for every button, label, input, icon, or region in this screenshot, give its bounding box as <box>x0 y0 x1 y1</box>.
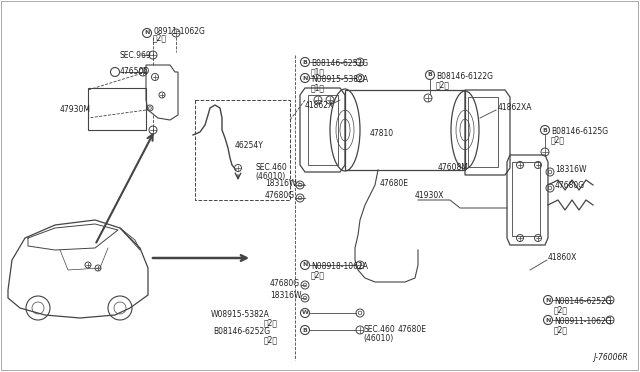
Text: （2）: （2） <box>551 135 565 144</box>
Text: 47650D: 47650D <box>120 67 150 77</box>
Text: 41860X: 41860X <box>548 253 577 263</box>
Text: N: N <box>545 298 550 302</box>
Text: （2）: （2） <box>264 318 278 327</box>
Text: B08146-6122G: B08146-6122G <box>436 72 493 81</box>
Text: N: N <box>545 317 550 323</box>
Text: 47680G: 47680G <box>270 279 300 288</box>
Text: 41862X: 41862X <box>305 100 334 109</box>
Text: N08915-5382A: N08915-5382A <box>311 75 368 84</box>
Text: 47608M: 47608M <box>438 164 469 173</box>
Text: B: B <box>543 128 547 132</box>
Text: N08911-1062G: N08911-1062G <box>554 317 612 326</box>
Text: （2）: （2） <box>264 335 278 344</box>
Text: N: N <box>144 31 150 35</box>
Text: B08146-6125G: B08146-6125G <box>551 127 608 136</box>
Text: 47930M: 47930M <box>60 105 91 113</box>
Text: 47680G: 47680G <box>555 182 585 190</box>
Text: （2）: （2） <box>554 325 568 334</box>
Text: W08915-5382A: W08915-5382A <box>211 310 270 319</box>
Text: N: N <box>302 76 308 80</box>
Text: （1）: （1） <box>311 83 325 92</box>
Text: W: W <box>301 311 308 315</box>
Text: 41862XA: 41862XA <box>498 103 532 112</box>
Text: (46010): (46010) <box>363 334 393 343</box>
Text: （1）: （1） <box>311 67 325 76</box>
Text: B: B <box>303 327 307 333</box>
Text: B08146-6252G: B08146-6252G <box>311 59 368 68</box>
Text: 18316W: 18316W <box>270 292 301 301</box>
Text: B: B <box>303 60 307 64</box>
Text: 18316W: 18316W <box>265 179 296 187</box>
Text: J-76006R: J-76006R <box>593 353 628 362</box>
Text: N08146-6252G: N08146-6252G <box>554 297 612 306</box>
Text: B: B <box>428 73 433 77</box>
Text: N08918-1062A: N08918-1062A <box>311 262 368 271</box>
Text: SEC.460: SEC.460 <box>363 326 395 334</box>
Text: （2）: （2） <box>311 270 325 279</box>
Text: 18316W: 18316W <box>555 166 586 174</box>
Text: 47680E: 47680E <box>380 179 409 187</box>
Text: （2）: （2） <box>554 305 568 314</box>
Text: 47680E: 47680E <box>398 326 427 334</box>
Bar <box>308 95 338 165</box>
Text: 47810: 47810 <box>370 128 394 138</box>
Text: N: N <box>302 263 308 267</box>
Text: 41930X: 41930X <box>415 190 445 199</box>
Text: 47680G: 47680G <box>265 192 295 201</box>
Bar <box>512 162 540 236</box>
Bar <box>88 88 146 130</box>
Text: （2）: （2） <box>436 80 450 89</box>
Text: SEC.460: SEC.460 <box>255 164 287 173</box>
Text: SEC.969: SEC.969 <box>120 51 152 60</box>
Text: （2）: （2） <box>153 33 167 42</box>
Bar <box>468 97 498 167</box>
Text: B08146-6252G: B08146-6252G <box>213 327 270 336</box>
Text: 46254Y: 46254Y <box>235 141 264 150</box>
Bar <box>345 90 465 170</box>
Text: 08911-1062G: 08911-1062G <box>153 26 205 35</box>
Text: (46010): (46010) <box>255 171 285 180</box>
